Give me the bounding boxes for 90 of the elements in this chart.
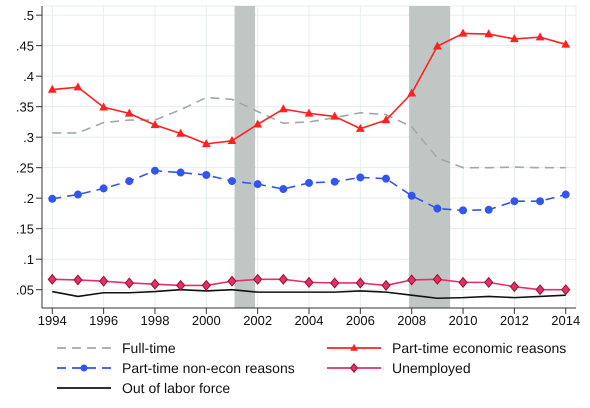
x-tick-label: 2008 [397, 313, 426, 328]
point [124, 278, 134, 288]
point [536, 197, 544, 206]
y-tick-label: .5 [23, 8, 34, 23]
point [227, 276, 236, 286]
point [202, 171, 210, 179]
x-tick-label: 1998 [140, 313, 170, 328]
legend-label: Out of labor force [122, 380, 230, 396]
x-tick-label: 2014 [551, 313, 580, 328]
point [99, 276, 108, 286]
point [278, 104, 288, 112]
point [536, 32, 544, 40]
y-tick-label: .15 [16, 221, 34, 236]
point [100, 184, 108, 192]
point [330, 178, 339, 186]
point [48, 84, 57, 93]
point [458, 277, 468, 288]
y-tick-label: .35 [16, 99, 34, 114]
point [202, 139, 211, 148]
point [510, 281, 519, 292]
point [356, 124, 365, 132]
point [382, 115, 390, 124]
point [99, 102, 108, 110]
y-tick-label: .05 [16, 282, 34, 298]
x-tick-label: 1996 [89, 313, 118, 328]
point [202, 280, 211, 291]
point [74, 190, 82, 199]
point [253, 120, 262, 128]
x-tick-label: 1994 [38, 313, 67, 328]
point [536, 284, 545, 295]
point [150, 278, 160, 290]
point [150, 120, 160, 128]
point [124, 108, 134, 117]
legend-label: Full-time [122, 340, 176, 356]
point [433, 204, 442, 213]
line-series [51, 96, 567, 168]
point [279, 185, 288, 194]
point [48, 274, 57, 285]
point [432, 274, 442, 285]
y-tick-label: .3 [23, 130, 34, 145]
point [125, 177, 134, 186]
x-tick-label: 2002 [243, 313, 272, 328]
point [176, 128, 186, 137]
point [459, 206, 468, 214]
point [356, 173, 364, 182]
y-tick-label: .25 [16, 160, 34, 176]
legend-label: Part-time non-econ reasons [122, 360, 295, 376]
point [458, 28, 468, 37]
point [74, 82, 82, 90]
point [382, 174, 390, 183]
point [382, 280, 391, 291]
point [330, 278, 340, 288]
y-tick-label: .1 [23, 252, 34, 267]
x-tick-label: 2010 [448, 313, 478, 328]
point [330, 112, 340, 120]
point [48, 194, 56, 203]
point [407, 274, 416, 286]
point [484, 277, 494, 288]
point [561, 284, 570, 295]
point [254, 180, 262, 188]
point [278, 274, 288, 285]
x-tick-label: 2006 [346, 313, 375, 328]
y-tick-label: .2 [23, 190, 34, 206]
point [304, 277, 314, 288]
point [510, 34, 519, 42]
point [228, 136, 236, 144]
point [73, 274, 82, 286]
point [150, 166, 159, 175]
point [562, 190, 570, 199]
y-tick-label: .45 [16, 38, 34, 54]
x-tick-label: 2012 [500, 313, 529, 328]
point [484, 29, 494, 38]
point [510, 197, 518, 206]
point [432, 41, 442, 50]
x-tick-label: 2004 [294, 313, 324, 328]
legend-label: Unemployed [392, 360, 471, 376]
point [407, 88, 416, 96]
point [484, 206, 493, 214]
point [228, 177, 236, 186]
legend-label: Part-time economic reasons [392, 340, 566, 356]
point [356, 278, 365, 288]
point [176, 168, 185, 177]
x-tick-label: 2000 [192, 313, 221, 328]
point [305, 178, 313, 187]
point [253, 274, 262, 285]
point [408, 192, 416, 200]
point [176, 280, 186, 291]
point [304, 108, 314, 117]
y-tick-label: .4 [23, 68, 34, 84]
point [561, 40, 570, 48]
